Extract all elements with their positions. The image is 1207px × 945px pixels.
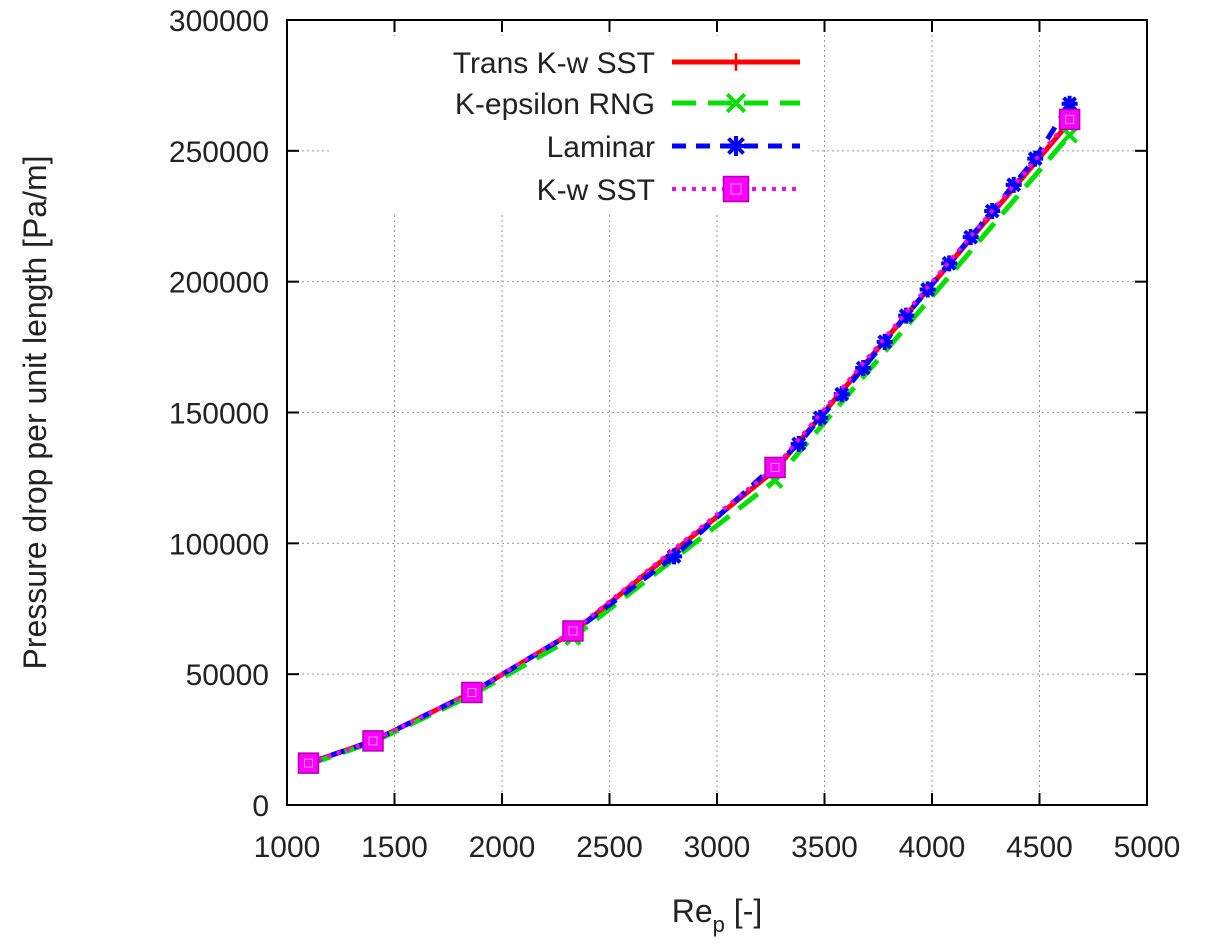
y-tick-label: 150000 [169,398,269,431]
x-tick-label: 2500 [576,831,643,864]
data-point-star [666,548,682,565]
data-point-star [812,409,829,426]
y-tick-label: 50000 [186,659,269,692]
x-axis-title: Rep [-] [672,893,762,937]
legend-label: K-w SST [537,174,655,207]
data-point-star [898,307,915,324]
x-tick-label: 1500 [361,831,428,864]
y-tick-label: 250000 [169,136,269,169]
y-axis-tick-labels: 0 50000 100000 150000 200000 250000 300000 [169,5,269,823]
x-tick-label: 4000 [899,831,966,864]
x-tick-label: 5000 [1114,831,1181,864]
data-point-star [962,229,979,246]
data-point-star [1005,176,1022,193]
x-axis-title-main: Re [672,893,713,929]
data-point-star [790,435,807,452]
data-point-square [764,456,786,479]
x-tick-label: 1000 [254,831,321,864]
x-axis-title-subscript: p [713,912,725,937]
data-point-square [461,681,483,704]
x-axis-tick-labels: 1000 1500 2000 2500 3000 3500 4000 4500 5000 [254,831,1181,864]
y-tick-label: 200000 [169,267,269,300]
x-tick-label: 4500 [1006,831,1073,864]
series-line [307,133,1072,767]
data-point-square [362,730,384,752]
data-point-cross [1061,126,1079,144]
data-point-star [876,333,893,350]
axis-ticks [286,19,1148,806]
data-point-square [722,175,750,203]
data-point-square-inner [304,758,313,768]
data-point-square-inner [730,183,742,195]
x-axis-title-suffix: [-] [725,893,762,929]
data-point-plus [727,53,745,71]
data-point-cross [725,92,747,114]
data-point-square-inner [467,687,477,697]
legend-label: Trans K-w SST [453,47,655,80]
series-line [307,120,1072,766]
y-axis-title: Pressure drop per unit length [Pa/m] [17,155,53,669]
legend-label: K-epsilon RNG [455,88,655,121]
x-tick-label: 3500 [791,831,858,864]
data-point-star [1061,95,1078,112]
series-k-epsilon-rng [300,126,1079,773]
series-line [307,118,1072,765]
data-point-square [1058,108,1081,131]
y-tick-label: 300000 [169,5,269,38]
data-point-square [297,752,320,774]
data-point-square [562,620,584,642]
data-point-square-inner [770,462,780,472]
series-k-w-sst [297,108,1081,774]
y-tick-label: 0 [252,790,269,823]
data-point-square-inner [568,626,578,636]
data-point-star [941,255,958,272]
data-point-star [833,386,850,403]
y-tick-label: 100000 [169,528,269,561]
x-tick-label: 2000 [469,831,536,864]
x-tick-label: 3000 [684,831,751,864]
legend: Trans K-w SST K-epsilon RNG Laminar K-w SST [453,47,800,207]
legend-label: Laminar [547,131,655,164]
data-point-square-inner [368,736,378,746]
data-point-square-inner [1065,114,1075,124]
series-layer [297,95,1081,774]
data-point-star [726,136,746,156]
data-point-star [855,360,872,377]
